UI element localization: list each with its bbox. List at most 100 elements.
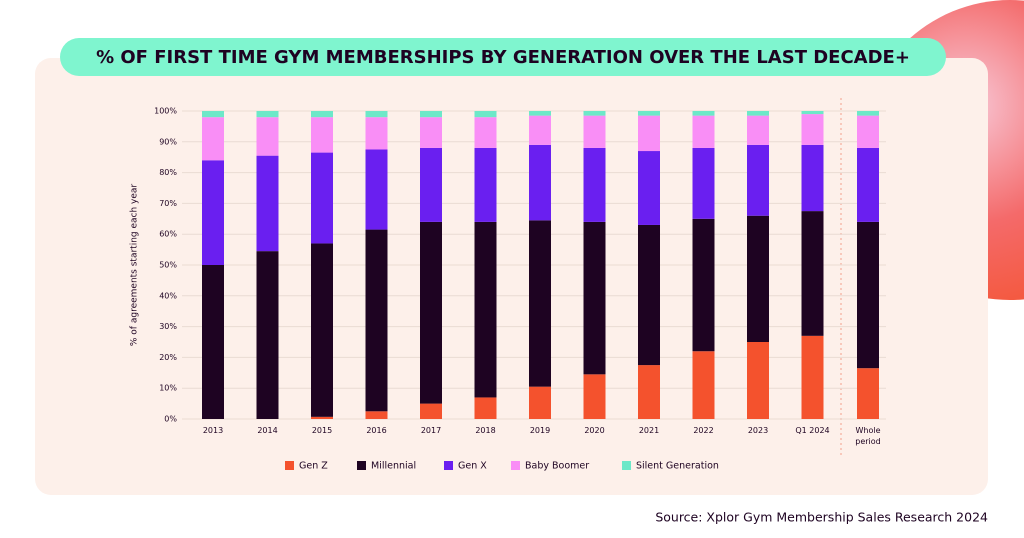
legend-label: Silent Generation <box>636 461 719 472</box>
bar-segment <box>474 147 497 222</box>
bar-segment <box>474 117 497 148</box>
bar-segment <box>801 144 824 212</box>
bar-segment <box>529 111 551 116</box>
bar-segment <box>365 411 388 419</box>
y-tick-label: 20% <box>159 353 177 362</box>
y-tick-label: 70% <box>159 199 177 208</box>
y-tick-label: 10% <box>159 384 177 393</box>
x-tick-label: 2018 <box>475 426 496 435</box>
bar-segment <box>529 220 551 387</box>
bar-segment <box>365 149 388 230</box>
bar-segment <box>692 218 715 352</box>
bar-segment <box>801 114 824 145</box>
bar-segment <box>583 374 606 419</box>
x-tick-label: 2023 <box>747 426 769 435</box>
bar-segment <box>638 365 660 419</box>
bar-segment <box>365 229 388 412</box>
y-tick-label: 60% <box>159 230 177 239</box>
y-tick-label: 50% <box>159 261 177 270</box>
y-tick-label: 30% <box>159 322 177 331</box>
bar-segment <box>638 224 660 366</box>
legend-label: Baby Boomer <box>525 461 589 472</box>
bar-segment <box>692 115 715 148</box>
bar-segment <box>256 117 279 156</box>
bar-segment <box>801 335 824 419</box>
bar-segment <box>747 115 769 145</box>
legend-swatch <box>357 461 366 470</box>
bar-segment <box>747 342 769 419</box>
bar-segment <box>638 111 660 116</box>
bar-segment <box>638 151 660 225</box>
bar-segment <box>857 115 879 148</box>
bar-segment <box>583 221 606 375</box>
bar-segment <box>747 215 769 342</box>
bar-segment <box>256 111 279 118</box>
bar-segment <box>857 368 879 419</box>
bar-segment <box>202 265 224 419</box>
x-tick-label: Whole period <box>855 426 881 446</box>
x-tick-label: 2020 <box>584 426 605 435</box>
y-tick-label: 80% <box>159 168 177 177</box>
bar-segment <box>474 221 497 398</box>
x-tick-label: 2021 <box>638 426 660 435</box>
bar-segment <box>857 111 879 116</box>
bar-segment <box>420 147 442 222</box>
bar-segment <box>202 111 224 118</box>
bar-segment <box>311 117 333 153</box>
legend-swatch <box>511 461 520 470</box>
bar-segment <box>529 144 551 221</box>
x-tick-label: 2016 <box>366 426 387 435</box>
bar-segment <box>692 351 715 419</box>
y-tick-label: 90% <box>159 137 177 146</box>
bar-segment <box>857 221 879 369</box>
title-pill <box>60 38 946 76</box>
x-tick-label: 2019 <box>529 426 551 435</box>
bar-segment <box>202 117 224 161</box>
bar-segment <box>365 117 388 150</box>
bar-segment <box>474 397 497 419</box>
bar-segment <box>256 155 279 252</box>
bar-segment <box>420 111 442 118</box>
legend-swatch <box>622 461 631 470</box>
legend-swatch <box>444 461 453 470</box>
bar-segment <box>747 144 769 216</box>
x-tick-label: Q1 2024 <box>795 426 830 435</box>
bar-segment <box>474 111 497 118</box>
bar-segment <box>311 416 333 419</box>
bar-segment <box>311 111 333 118</box>
bar-segment <box>583 115 606 148</box>
bar-segment <box>747 111 769 116</box>
bar-segment <box>420 403 442 419</box>
bar-segment <box>692 147 715 219</box>
bar-segment <box>801 111 824 115</box>
bar-segment <box>638 115 660 152</box>
legend-swatch <box>285 461 294 470</box>
bar-segment <box>256 251 279 419</box>
bar-segment <box>801 211 824 336</box>
x-tick-label: 2015 <box>311 426 333 435</box>
bar-segment <box>311 152 333 244</box>
x-tick-label: 2022 <box>693 426 714 435</box>
y-tick-label: 100% <box>154 107 177 116</box>
bar-segment <box>583 147 606 222</box>
bar-segment <box>529 115 551 145</box>
y-tick-label: 40% <box>159 291 177 300</box>
card <box>35 58 988 495</box>
x-tick-label: 2013 <box>202 426 224 435</box>
legend-label: Gen Z <box>299 461 328 472</box>
bar-segment <box>583 111 606 116</box>
bar-segment <box>420 221 442 404</box>
x-tick-label: 2017 <box>420 426 442 435</box>
source: Source: Xplor Gym Membership Sales Resea… <box>655 510 988 525</box>
chart-title: % OF FIRST TIME GYM MEMBERSHIPS BY GENER… <box>96 47 910 68</box>
bar-segment <box>365 111 388 118</box>
bar-segment <box>529 386 551 419</box>
y-axis-label: % of agreements starting each year <box>130 184 140 347</box>
x-tick-label: 2014 <box>257 426 278 435</box>
bar-segment <box>420 117 442 148</box>
y-tick-label: 0% <box>164 415 177 424</box>
bar-segment <box>692 111 715 116</box>
bar-segment <box>857 147 879 222</box>
